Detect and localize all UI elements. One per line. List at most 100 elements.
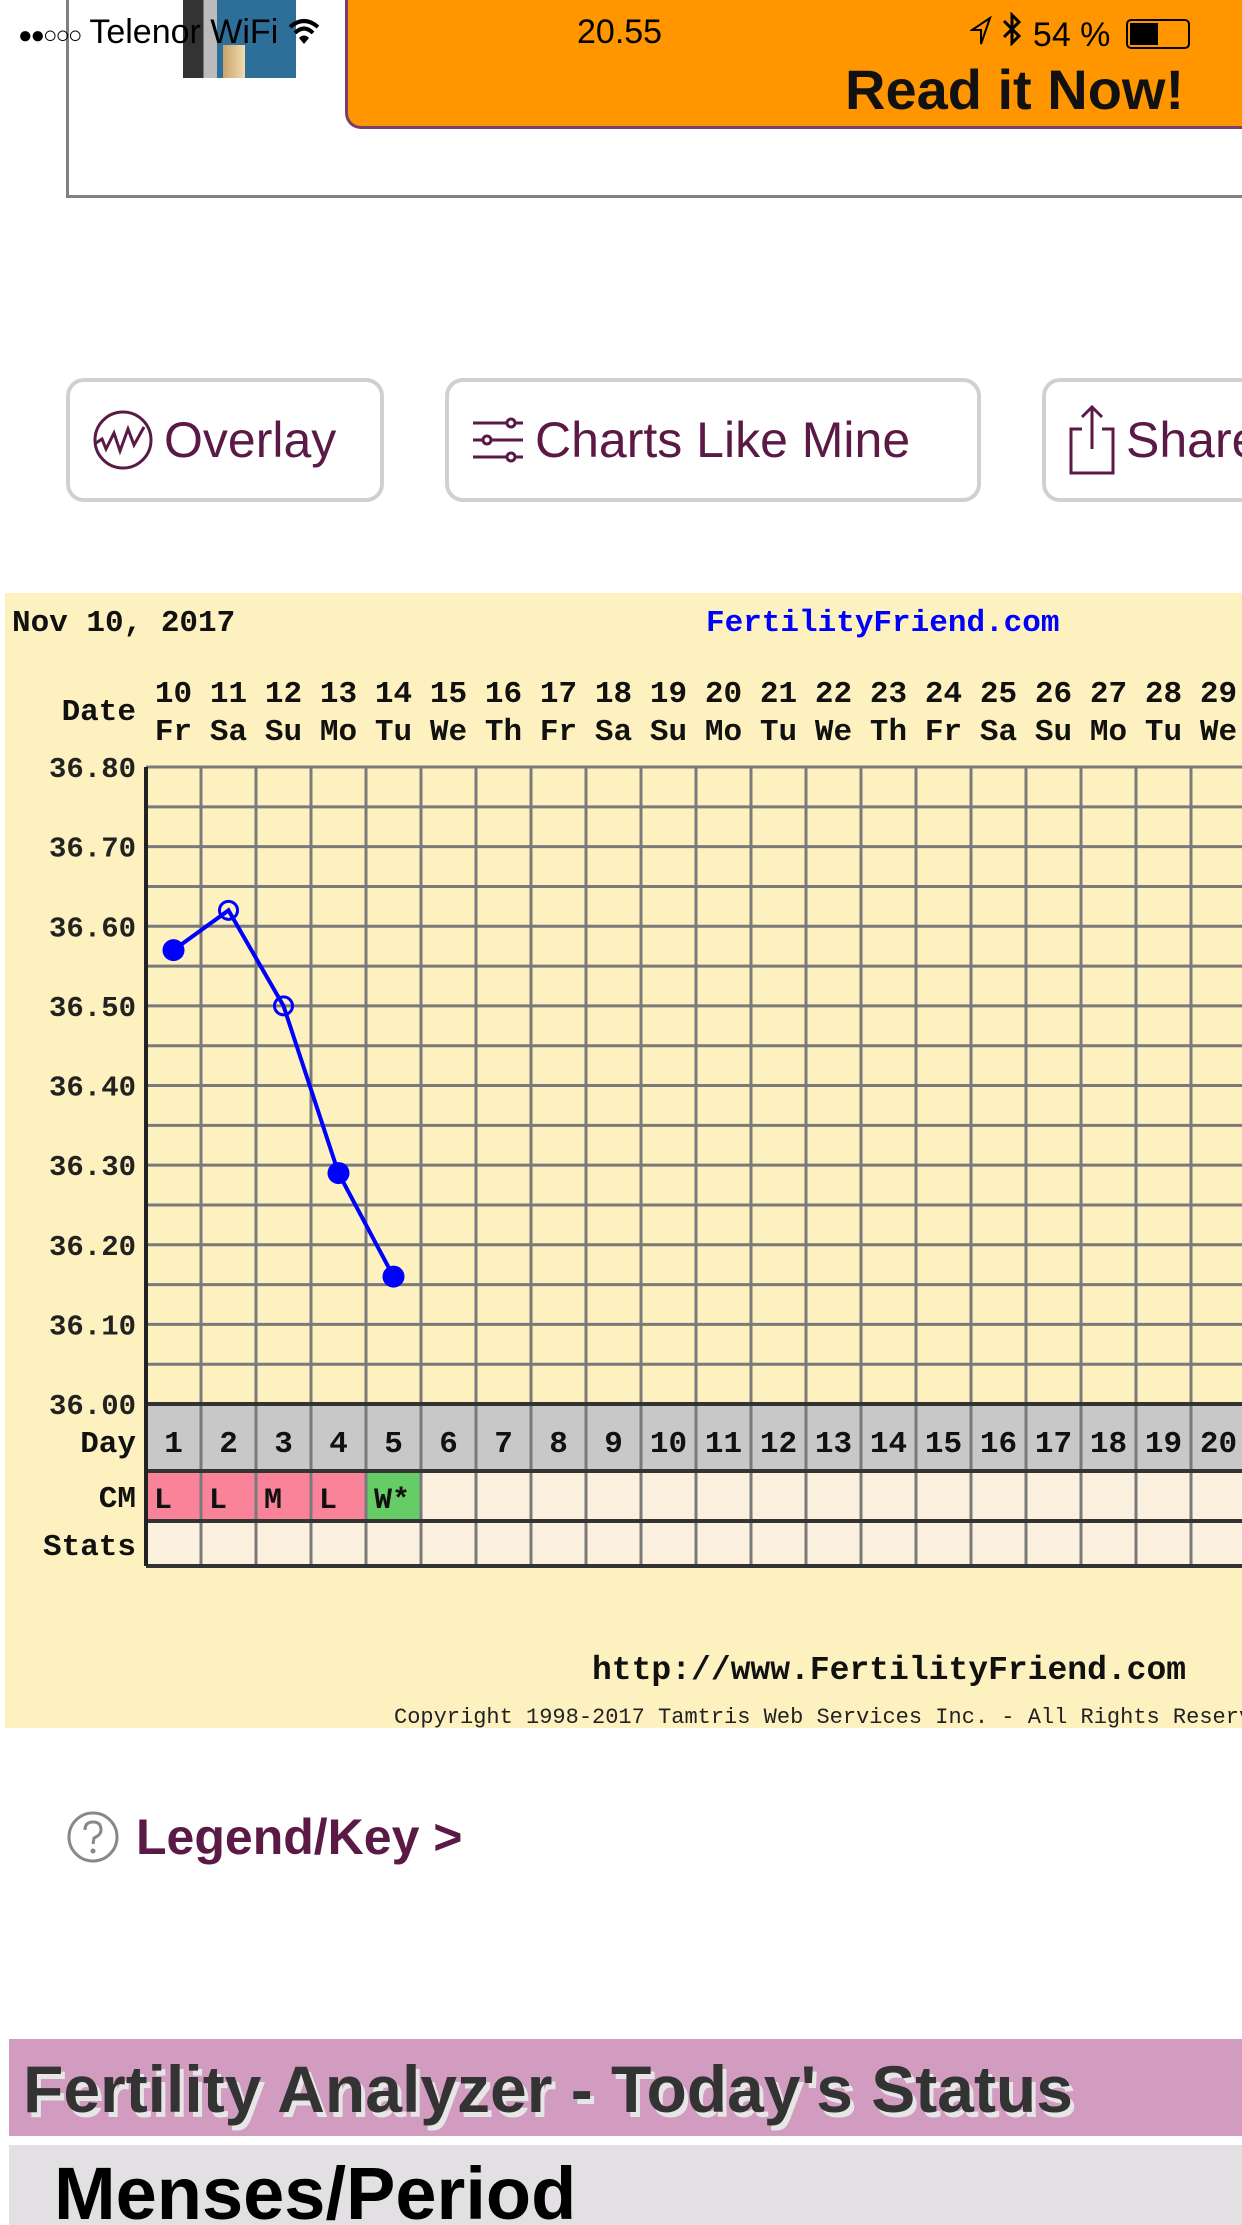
temperature-point — [327, 1162, 350, 1185]
cycle-day-label: 6 — [439, 1427, 458, 1462]
day-row-bg — [146, 1404, 1242, 1471]
temperature-point-open — [218, 899, 239, 921]
date-label: 11 — [210, 677, 247, 712]
cycle-day-label: 18 — [1090, 1427, 1127, 1462]
cycle-day-label: 1 — [164, 1427, 183, 1462]
clock: 20.55 — [577, 13, 663, 51]
cm-cell — [146, 1471, 201, 1521]
date-label: 29 — [1200, 677, 1237, 712]
weekday-label: Sa — [980, 715, 1017, 750]
date-label: 25 — [980, 677, 1017, 712]
carrier-name: Telenor WiFi — [89, 13, 279, 51]
help-icon — [67, 1811, 119, 1863]
date-label: 22 — [815, 677, 852, 712]
cycle-day-label: 14 — [870, 1427, 907, 1462]
weekday-label: Tu — [760, 715, 797, 750]
weekday-label: Tu — [375, 715, 412, 750]
cm-value: L — [319, 1484, 337, 1518]
y-tick-label: 36.80 — [49, 753, 136, 786]
date-label: 10 — [155, 677, 192, 712]
chart-url: http://www.FertilityFriend.com — [592, 1652, 1186, 1689]
share-button[interactable]: Share — [1042, 378, 1242, 502]
y-tick-label: 36.10 — [49, 1310, 136, 1343]
temperature-point — [162, 939, 185, 962]
date-label: 13 — [320, 677, 357, 712]
legend-key-link[interactable]: Legend/Key > — [66, 1808, 463, 1866]
date-label: 12 — [265, 677, 302, 712]
date-label: 20 — [705, 677, 742, 712]
ad-image[interactable] — [183, 0, 296, 78]
menses-section[interactable]: Menses/Period — [9, 2145, 1242, 2225]
cm-cell — [201, 1471, 256, 1521]
analyzer-title: Fertility Analyzer - Today's Status — [23, 2052, 1073, 2126]
day-row-label: Day — [80, 1427, 136, 1462]
charts-like-mine-button[interactable]: Charts Like Mine — [445, 378, 981, 502]
cm-cell — [256, 1471, 311, 1521]
ad-container[interactable] — [66, 0, 1242, 198]
date-label: 26 — [1035, 677, 1072, 712]
date-label: 24 — [925, 677, 962, 712]
weekday-label: Mo — [705, 715, 742, 750]
cycle-day-label: 2 — [219, 1427, 238, 1462]
weekday-label: We — [1200, 715, 1237, 750]
cycle-day-label: 8 — [549, 1427, 568, 1462]
weekday-label: We — [430, 715, 467, 750]
y-tick-label: 36.60 — [49, 912, 136, 945]
date-row-label: Date — [62, 695, 136, 730]
cm-value: L — [154, 1484, 172, 1518]
carrier: ●●○○○ Telenor WiFi — [18, 12, 320, 56]
weekday-label: Fr — [155, 715, 192, 750]
ad-headline[interactable]: Read it Now! — [845, 58, 1185, 121]
wifi-icon — [288, 19, 320, 44]
menses-title: Menses/Period — [54, 2152, 577, 2225]
overlay-button[interactable]: Overlay — [66, 378, 384, 502]
bluetooth-icon — [1003, 11, 1022, 47]
location-icon — [968, 15, 992, 45]
chart-copyright: Copyright 1998-2017 Tamtris Web Services… — [394, 1705, 1242, 1730]
date-label: 21 — [760, 677, 797, 712]
temperature-point-open — [273, 995, 294, 1017]
cycle-day-label: 17 — [1035, 1427, 1072, 1462]
cycle-day-label: 10 — [650, 1427, 687, 1462]
chart-canvas: Nov 10, 2017 FertilityFriend.com L L M L W* 36.… — [12, 606, 1242, 1730]
cm-value: W* — [374, 1484, 410, 1518]
cycle-day-label: 7 — [494, 1427, 513, 1462]
weekday-label: Fr — [925, 715, 962, 750]
legend-key-label: Legend/Key > — [136, 1809, 463, 1865]
weekday-label: We — [815, 715, 852, 750]
y-tick-label: 36.20 — [49, 1231, 136, 1264]
cycle-day-label: 3 — [274, 1427, 293, 1462]
cycle-day-label: 20 — [1200, 1427, 1237, 1462]
date-label: 23 — [870, 677, 907, 712]
weekday-label: Th — [485, 715, 522, 750]
weekday-label: Su — [1035, 715, 1072, 750]
y-tick-label: 36.70 — [49, 833, 136, 866]
charts-like-mine-label: Charts Like Mine — [535, 412, 911, 468]
sliders-icon — [473, 417, 523, 463]
battery-percent: 54 % — [1032, 16, 1111, 54]
date-label: 18 — [595, 677, 632, 712]
chart-brand: FertilityFriend.com — [706, 606, 1059, 641]
ad-banner[interactable] — [345, 0, 1242, 129]
status-bar: ●●○○○ Telenor WiFi 20.55 54 % — [0, 8, 1242, 54]
y-tick-label: 36.30 — [49, 1151, 136, 1184]
cycle-day-label: 16 — [980, 1427, 1017, 1462]
weekday-label: Tu — [1145, 715, 1182, 750]
cycle-day-label: 13 — [815, 1427, 852, 1462]
weekday-label: Sa — [595, 715, 632, 750]
cm-cell — [311, 1471, 366, 1521]
cycle-day-label: 4 — [329, 1427, 348, 1462]
overlay-label: Overlay — [164, 412, 337, 468]
weekday-label: Su — [650, 715, 687, 750]
status-right: 54 % — [968, 11, 1190, 55]
weekday-label: Fr — [540, 715, 577, 750]
battery-icon — [1125, 19, 1190, 49]
y-tick-label: 36.40 — [49, 1072, 136, 1105]
y-tick-label: 36.00 — [49, 1390, 136, 1423]
weekday-label: Th — [870, 715, 907, 750]
date-label: 15 — [430, 677, 467, 712]
date-label: 28 — [1145, 677, 1182, 712]
cm-value: L — [209, 1484, 227, 1518]
signal-strength-icon: ●●○○○ — [18, 22, 83, 49]
cycle-day-label: 9 — [604, 1427, 623, 1462]
